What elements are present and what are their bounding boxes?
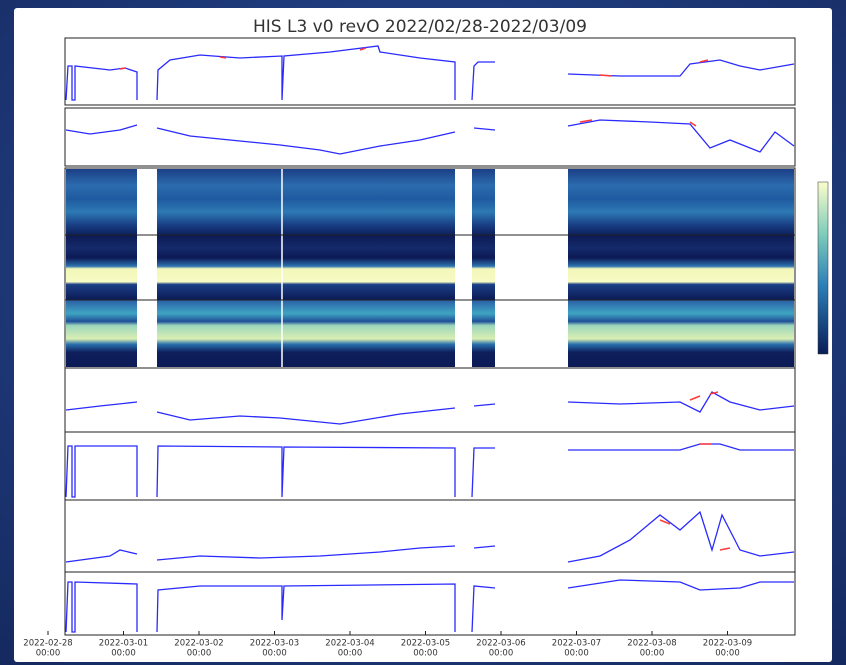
heatmap-block — [157, 235, 455, 300]
heatmap-block — [472, 235, 495, 300]
trace — [65, 391, 795, 425]
x-tick-time: 00:00 — [489, 649, 514, 659]
x-tick-date: 2022-03-07 — [552, 639, 601, 649]
x-tick-time: 00:00 — [262, 649, 287, 659]
x-tick-date: 2022-03-01 — [99, 639, 148, 649]
trace — [65, 579, 794, 633]
panel-frame — [64, 571, 796, 636]
x-tick-time: 00:00 — [338, 649, 363, 659]
x-tick-date: 2022-03-08 — [627, 639, 676, 649]
heatmap-block — [472, 300, 495, 367]
x-tick-time: 00:00 — [715, 649, 740, 659]
heatmap-block — [472, 169, 495, 235]
x-tick-time: 00:00 — [187, 649, 212, 659]
x-tick-date: 2022-03-05 — [401, 639, 450, 649]
trace — [65, 510, 795, 563]
x-tick-time: 00:00 — [413, 649, 438, 659]
x-tick-date: 2022-03-02 — [174, 639, 223, 649]
x-tick-date: 2022-03-03 — [250, 639, 299, 649]
colorbar — [817, 181, 829, 355]
x-tick-date: 2022-03-04 — [325, 639, 374, 649]
x-tick-time: 00:00 — [36, 649, 61, 659]
figure-title: HIS L3 v0 revO 2022/02/28-2022/03/09 — [253, 17, 587, 37]
trace — [65, 45, 795, 101]
x-axis: 2022-02-2800:002022-03-0100:002022-03-02… — [23, 631, 752, 659]
trace — [65, 119, 795, 155]
heatmap-block — [157, 300, 455, 367]
panel-frame — [64, 107, 796, 167]
heatmaps — [65, 169, 829, 367]
traces — [65, 45, 795, 633]
heatmap-block — [568, 235, 794, 300]
panel-frame — [64, 37, 796, 106]
x-tick-date: 2022-03-09 — [703, 639, 752, 649]
heatmap-block — [66, 300, 137, 367]
x-tick-date: 2022-03-06 — [476, 639, 525, 649]
heatmap-block — [66, 235, 137, 300]
x-tick-time: 00:00 — [564, 649, 589, 659]
heatmap-block — [568, 300, 794, 367]
x-tick-time: 00:00 — [111, 649, 136, 659]
x-tick-time: 00:00 — [640, 649, 665, 659]
panels — [64, 37, 796, 636]
trace — [65, 443, 794, 498]
highlight — [119, 47, 731, 551]
heatmap-block — [568, 169, 794, 235]
heatmap-block — [157, 169, 455, 235]
heatmap-block — [66, 169, 137, 235]
x-tick-date: 2022-02-28 — [23, 639, 72, 649]
